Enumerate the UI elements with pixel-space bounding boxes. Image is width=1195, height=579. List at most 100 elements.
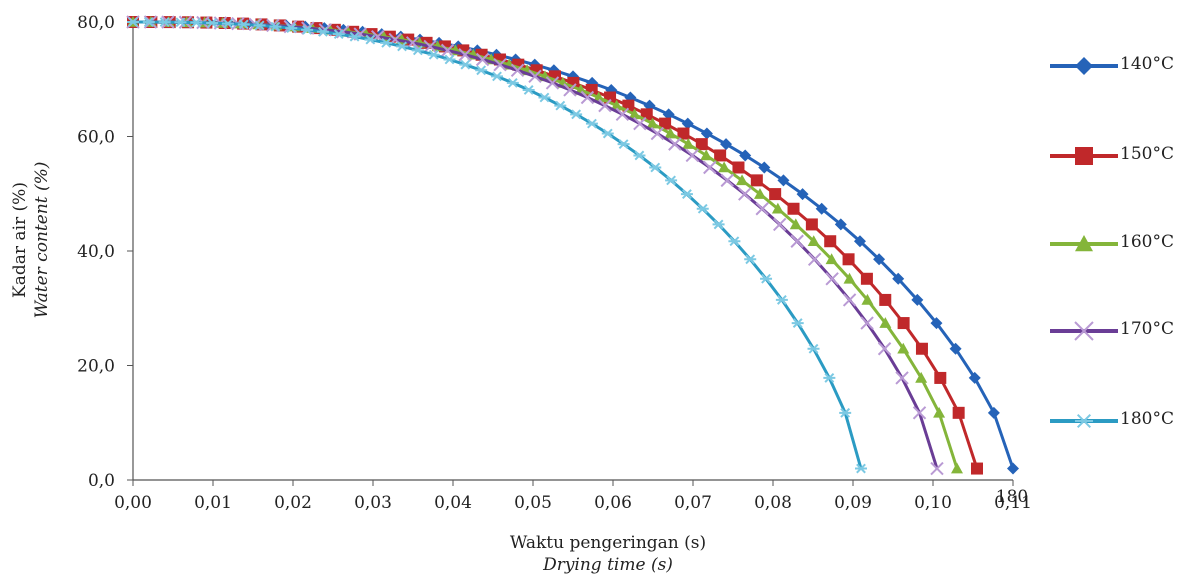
data-point <box>633 116 647 131</box>
data-point <box>895 371 909 385</box>
x-tick-label: 0,05 <box>514 493 552 513</box>
data-point <box>930 461 944 476</box>
x-tick-label: 0,11 <box>994 493 1032 513</box>
data-point <box>680 189 693 199</box>
data-point <box>665 175 678 186</box>
legend-label: 180°C <box>1120 409 1174 429</box>
y-tick-label: 20,0 <box>77 357 115 377</box>
data-point <box>930 317 943 330</box>
data-point <box>714 149 727 162</box>
data-point <box>807 252 822 266</box>
data-point <box>685 148 700 163</box>
data-point <box>760 273 773 284</box>
data-point <box>649 162 662 173</box>
data-point <box>824 235 837 248</box>
data-point <box>853 235 866 248</box>
data-point <box>668 137 682 151</box>
data-point <box>269 21 282 32</box>
data-point <box>1007 462 1019 475</box>
data-point <box>681 117 694 130</box>
data-point <box>791 318 804 328</box>
data-point <box>892 272 905 285</box>
data-point <box>253 20 266 31</box>
data-point <box>506 77 519 88</box>
data-point <box>879 317 892 328</box>
data-point <box>897 342 910 354</box>
data-point <box>912 406 927 420</box>
data-point <box>700 127 713 140</box>
data-point <box>949 342 962 355</box>
data-point <box>696 203 709 214</box>
legend-marker <box>1075 57 1093 75</box>
data-point <box>755 202 769 216</box>
data-point <box>677 127 690 140</box>
x-tick-label: 0,01 <box>194 493 232 513</box>
x-tick-label: 0,04 <box>434 493 472 513</box>
data-point <box>440 43 455 58</box>
data-point <box>585 118 598 129</box>
chart-legend: 140°C 150°C 160°C 170°C 180°C <box>1050 54 1174 429</box>
data-point <box>933 406 946 418</box>
data-point <box>396 41 409 52</box>
data-point <box>628 108 641 120</box>
legend-entry: 140°C <box>1050 54 1174 75</box>
x-tick-label: 0,00 <box>114 493 152 513</box>
data-point <box>720 138 733 151</box>
data-point <box>221 18 234 29</box>
data-point <box>650 126 665 141</box>
data-point <box>789 218 802 230</box>
legend-entry: 160°C <box>1050 232 1174 252</box>
data-point <box>640 108 653 121</box>
data-point <box>617 139 630 150</box>
data-point <box>736 174 749 186</box>
series-line <box>133 20 1015 469</box>
data-point <box>718 161 731 173</box>
data-point <box>563 83 577 97</box>
data-point <box>815 202 828 215</box>
data-point <box>491 71 503 82</box>
data-point <box>971 462 983 475</box>
data-point <box>237 19 250 30</box>
data-point <box>538 92 551 103</box>
data-point <box>807 235 820 247</box>
x-tick-label: 0,10 <box>914 493 952 513</box>
data-point <box>493 57 507 72</box>
data-point <box>682 138 695 149</box>
data-point <box>332 29 345 40</box>
data-point <box>911 293 924 306</box>
data-point <box>475 52 490 67</box>
legend-label: 150°C <box>1120 144 1174 164</box>
data-point <box>860 316 874 330</box>
data-point <box>475 65 488 76</box>
series-line <box>133 20 979 470</box>
legend-marker <box>1075 235 1093 252</box>
y-axis-label-italic: Water content (%) <box>32 162 52 319</box>
data-point <box>732 161 745 174</box>
data-point <box>580 90 595 105</box>
data-point <box>771 202 784 214</box>
data-point <box>528 69 542 84</box>
series-170c <box>126 15 944 476</box>
data-point <box>443 54 456 65</box>
y-tick-label: 60,0 <box>77 128 115 148</box>
data-point <box>522 85 535 95</box>
data-point <box>968 371 981 384</box>
data-point <box>301 24 314 35</box>
series-160c <box>127 16 963 474</box>
data-point <box>695 138 708 151</box>
data-point <box>952 406 965 419</box>
data-point <box>897 317 910 330</box>
data-point <box>720 173 734 188</box>
y-tick-label: 40,0 <box>77 242 115 262</box>
data-point <box>769 188 782 201</box>
legend-entry: 170°C <box>1050 319 1174 341</box>
data-point <box>807 343 820 354</box>
data-point <box>142 17 155 27</box>
data-point <box>459 59 472 70</box>
data-point <box>610 99 623 111</box>
data-point <box>206 18 219 28</box>
data-point <box>842 293 857 307</box>
data-point <box>842 253 855 266</box>
series-180c <box>127 17 867 474</box>
